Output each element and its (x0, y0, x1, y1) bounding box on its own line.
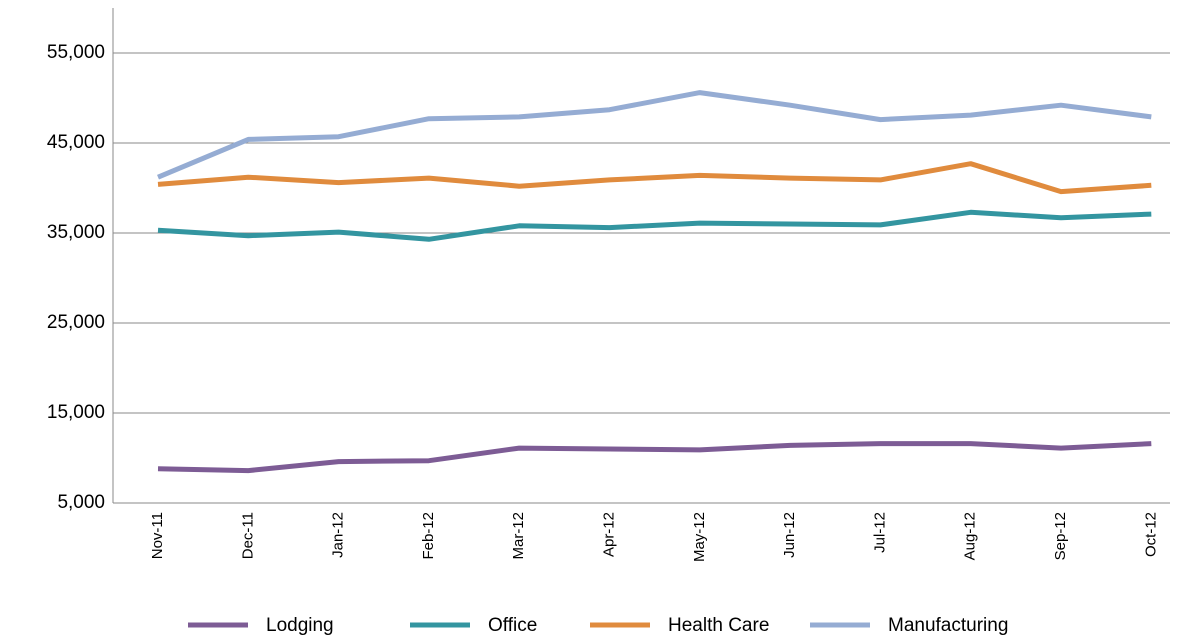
legend-label: Manufacturing (888, 615, 1008, 636)
x-tick-label: Aug-12 (962, 512, 979, 560)
x-tick-label: May-12 (691, 512, 708, 562)
x-tick-label: Sep-12 (1052, 512, 1069, 560)
series-line (157, 161, 1152, 195)
x-tick-label: Mar-12 (510, 512, 527, 560)
series-line (157, 209, 1152, 242)
y-tick-label: 15,000 (47, 402, 105, 423)
legend-label: Health Care (668, 615, 769, 636)
y-tick-label: 25,000 (47, 312, 105, 333)
y-tick-label: 45,000 (47, 132, 105, 153)
series-line (157, 441, 1152, 474)
x-tick-label: Apr-12 (600, 512, 617, 557)
legend-label: Lodging (266, 615, 334, 636)
series-line (157, 90, 1152, 180)
x-tick-label: Jun-12 (781, 512, 798, 558)
x-tick-label: Oct-12 (1142, 512, 1159, 557)
x-tick-label: Jul-12 (871, 512, 888, 553)
x-tick-label: Jan-12 (330, 512, 347, 558)
x-tick-label: Nov-11 (149, 512, 166, 559)
y-tick-label: 5,000 (57, 492, 105, 513)
x-tick-label: Feb-12 (420, 512, 437, 560)
legend-label: Office (488, 615, 537, 636)
y-tick-label: 55,000 (47, 42, 105, 63)
x-tick-label: Dec-11 (239, 512, 256, 559)
y-tick-label: 35,000 (47, 222, 105, 243)
